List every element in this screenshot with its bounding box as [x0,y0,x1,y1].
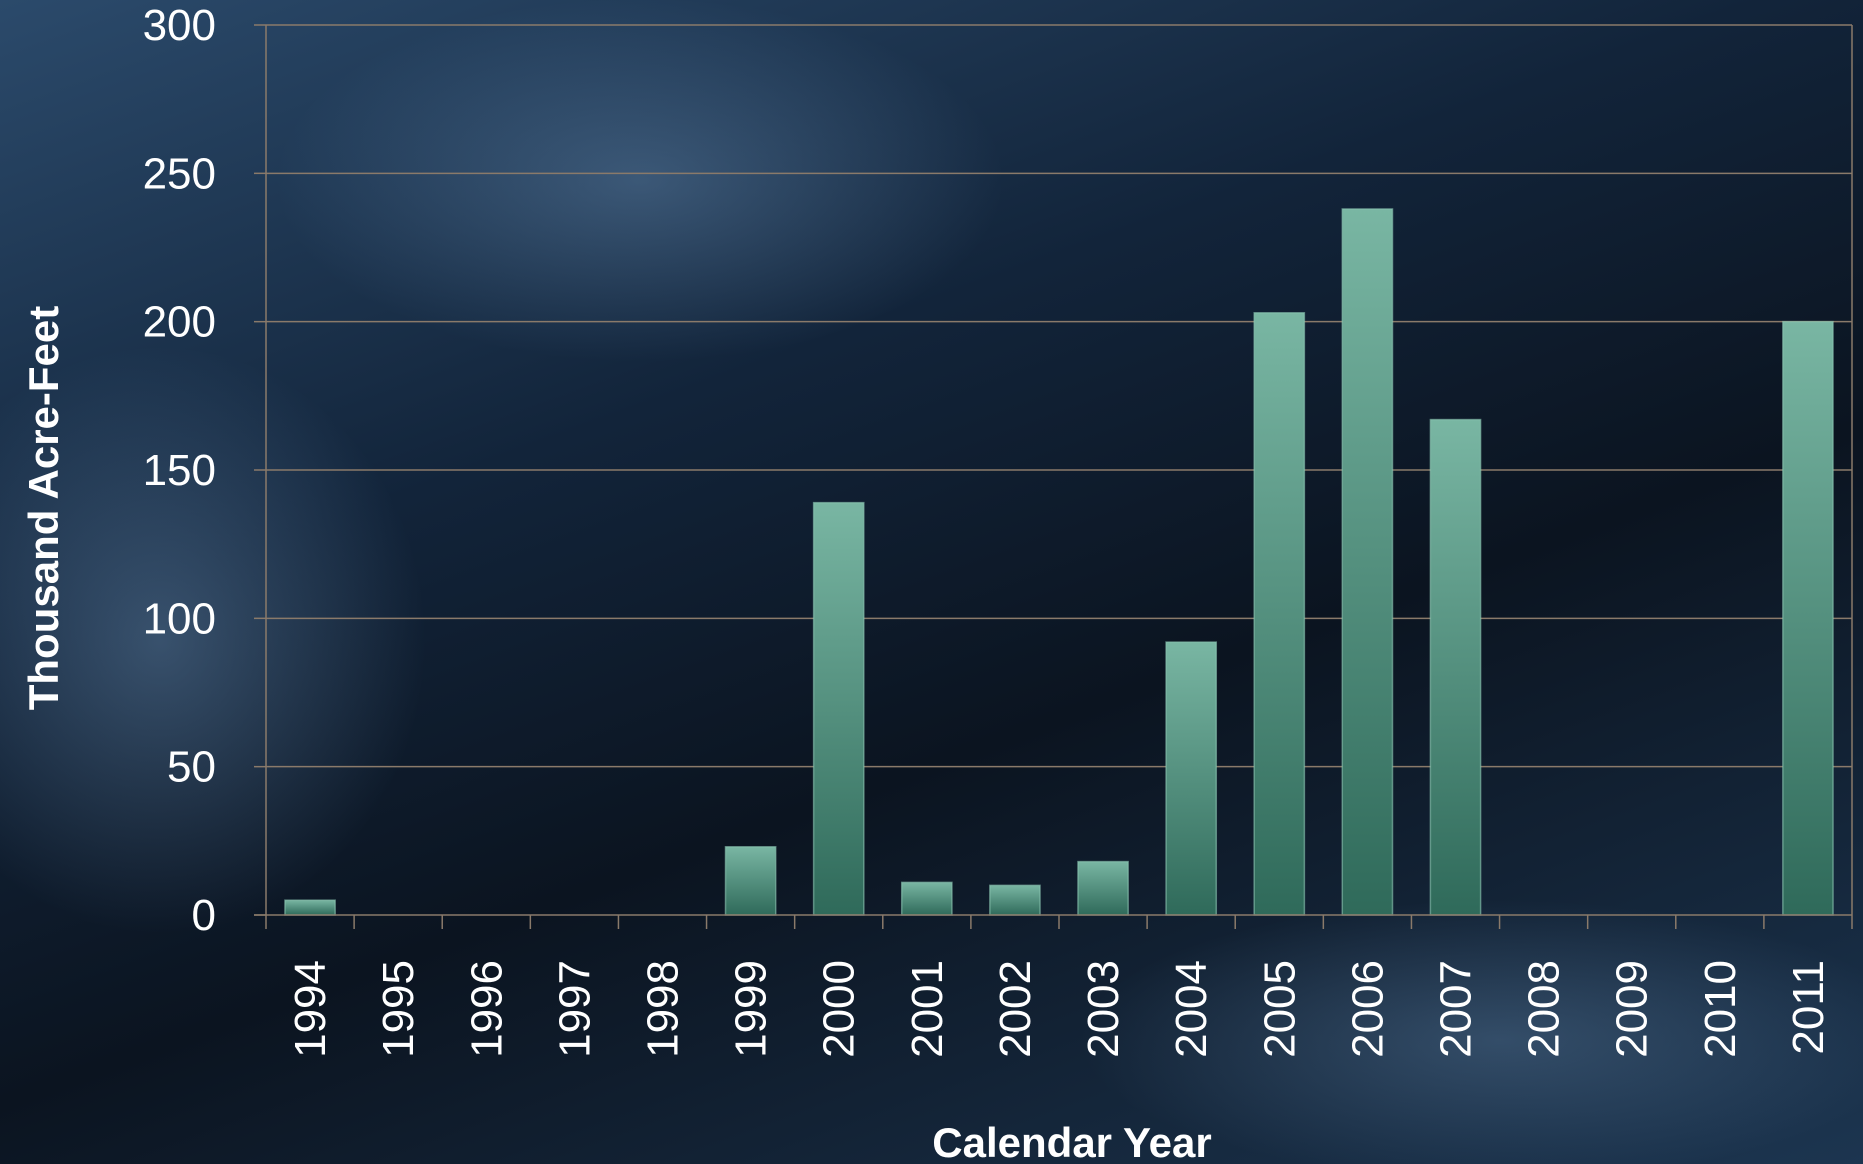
x-tick-label: 2001 [903,960,952,1058]
x-tick-label: 2002 [991,960,1040,1058]
x-tick-label: 2005 [1255,960,1304,1058]
y-tick-label: 300 [143,1,216,50]
x-tick-label: 2009 [1608,960,1657,1058]
x-tick-label: 2003 [1079,960,1128,1058]
axes [254,24,1853,929]
x-tick-label: 2006 [1343,960,1392,1058]
bar-1999 [724,846,777,916]
gridlines [266,24,1852,768]
bar-2002 [989,884,1041,916]
x-tick-label: 1999 [727,960,776,1058]
bar-2004 [1165,641,1218,916]
bar-2001 [900,881,953,916]
x-tick-label: 2007 [1432,960,1481,1058]
x-tick-label: 2004 [1167,960,1216,1058]
y-tick-labels: 0 50 100 150 200 250 300 [143,1,216,940]
x-tick-label: 2011 [1784,960,1833,1055]
bar-2007 [1429,418,1482,916]
y-tick-label: 0 [192,891,216,940]
x-tick-label: 1996 [462,960,511,1058]
bar-2003 [1077,860,1129,916]
bar-1994 [284,899,336,916]
y-axis-title: Thousand Acre-Feet [20,306,67,711]
bar-2011 [1782,320,1834,916]
bar-2006 [1341,208,1394,916]
x-tick-label: 1995 [374,960,423,1058]
x-tick-label: 2010 [1696,960,1745,1058]
x-tick-label: 2000 [815,960,864,1058]
x-tick-label: 2008 [1520,960,1569,1058]
y-tick-label: 200 [143,298,216,347]
y-tick-label: 150 [143,446,216,495]
y-tick-label: 50 [167,743,216,792]
bars [284,208,1834,916]
x-tick-label: 1994 [286,960,335,1058]
y-tick-label: 250 [143,149,216,198]
x-axis-title: Calendar Year [932,1119,1211,1164]
bar-2000 [812,501,865,916]
bar-2005 [1253,312,1306,916]
y-tick-label: 100 [143,594,216,643]
x-tick-labels: 1994 1995 1996 1997 1998 1999 2000 2001 2002 2003… [286,960,1833,1058]
x-tick-label: 1997 [550,960,599,1058]
x-tick-label: 1998 [639,960,688,1058]
